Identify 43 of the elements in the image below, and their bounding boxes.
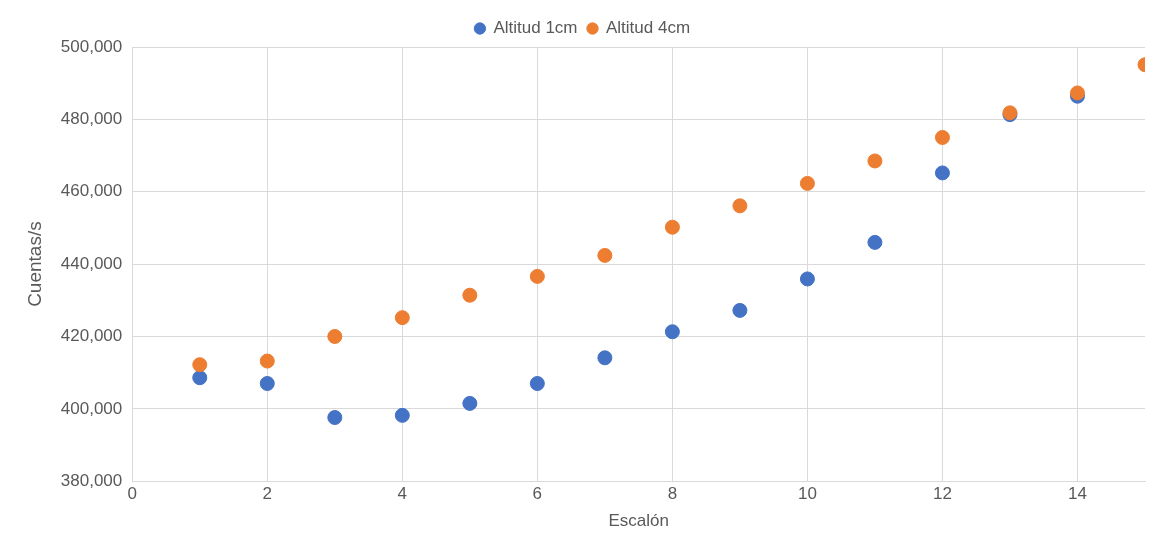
point — [259, 376, 275, 392]
point — [192, 357, 208, 373]
point — [934, 165, 950, 181]
y-tick-label: 420,000 — [60, 326, 123, 346]
point — [529, 376, 545, 392]
y-tick-label: 500,000 — [60, 36, 123, 56]
x-tick-label: 2 — [262, 484, 273, 504]
y-axis-title: Cuentas/s — [23, 221, 45, 307]
x-tick-label: 12 — [932, 484, 952, 504]
point — [799, 271, 815, 287]
point — [732, 198, 748, 214]
point — [597, 247, 613, 263]
point — [462, 287, 478, 303]
point — [529, 268, 545, 284]
point — [799, 175, 815, 191]
point — [867, 153, 883, 169]
point — [732, 302, 748, 318]
y-tick-label: 400,000 — [60, 398, 123, 418]
x-axis-title: Escalón — [608, 511, 669, 531]
x-tick-label: 8 — [667, 484, 678, 504]
x-tick-label: 14 — [1068, 484, 1087, 504]
y-tick-label: 480,000 — [60, 109, 123, 129]
y-tick-label: 440,000 — [60, 253, 123, 273]
point — [192, 370, 208, 386]
x-tick-label: 6 — [532, 484, 543, 504]
y-tick-label: 460,000 — [60, 181, 123, 201]
point — [664, 219, 680, 235]
x-tick-label: 4 — [397, 484, 408, 504]
point — [394, 310, 410, 326]
y-tick-label: 380,000 — [60, 470, 123, 490]
point — [259, 353, 275, 369]
x-tick-label: 10 — [797, 484, 817, 504]
point — [597, 350, 613, 366]
x-tick-label: 0 — [127, 484, 137, 504]
point — [394, 407, 410, 423]
point — [934, 129, 950, 145]
legend-label: Altitud 1cm — [493, 18, 578, 38]
point — [327, 410, 343, 426]
point — [664, 324, 680, 340]
point — [327, 328, 343, 344]
legend-label: Altitud 4cm — [606, 18, 691, 38]
point — [867, 234, 883, 250]
point — [462, 395, 478, 411]
